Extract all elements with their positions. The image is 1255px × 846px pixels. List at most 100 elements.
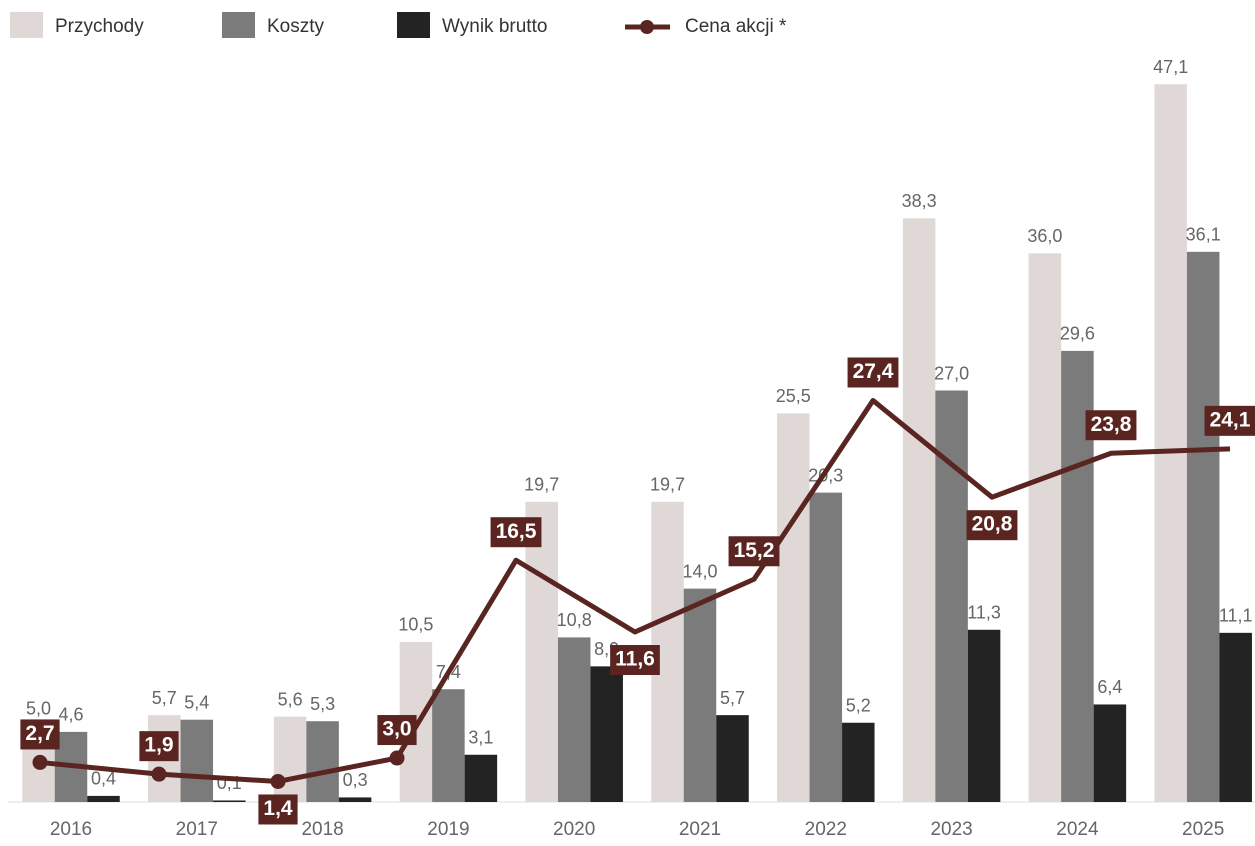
data-label-box xyxy=(1085,410,1137,441)
data-label-box xyxy=(1204,405,1255,436)
value-label: 11,3 xyxy=(967,603,1001,623)
legend-swatch xyxy=(397,12,430,38)
data-label: 24,1 xyxy=(1204,405,1255,436)
bar xyxy=(180,719,214,802)
bar xyxy=(213,800,246,802)
bar xyxy=(683,588,717,802)
marker xyxy=(270,773,286,789)
value-label: 38,3 xyxy=(902,191,937,211)
bar xyxy=(902,218,936,803)
data-label: 16,5 xyxy=(490,517,542,548)
value-label: 0,3 xyxy=(343,770,368,790)
data-label: 23,8 xyxy=(1085,410,1137,441)
value-label: 5,6 xyxy=(278,689,303,709)
value-label: 47,1 xyxy=(1153,57,1188,77)
data-label: 27,4 xyxy=(847,357,899,388)
marker xyxy=(32,754,48,770)
data-label-text: 16,5 xyxy=(496,520,537,543)
x-tick-label: 2017 xyxy=(176,819,218,840)
bar xyxy=(557,637,591,802)
data-label: 15,2 xyxy=(728,536,780,567)
bar xyxy=(809,492,843,802)
data-label-text: 20,8 xyxy=(972,513,1013,536)
value-label: 27,0 xyxy=(934,363,969,383)
data-label-box xyxy=(139,731,179,762)
bar xyxy=(842,722,875,802)
bar xyxy=(338,797,372,802)
bar xyxy=(87,795,120,802)
bar xyxy=(1219,632,1252,802)
x-tick-label: 2018 xyxy=(301,819,343,840)
data-label-text: 23,8 xyxy=(1091,413,1132,436)
value-label: 0,4 xyxy=(91,769,116,789)
x-tick-label: 2022 xyxy=(805,819,847,840)
value-label: 5,4 xyxy=(184,692,209,712)
value-label: 19,7 xyxy=(650,475,685,495)
value-label: 4,6 xyxy=(58,705,83,725)
data-label-text: 11,6 xyxy=(615,648,655,671)
value-label: 10,5 xyxy=(398,615,433,635)
x-tick-label: 2021 xyxy=(679,819,721,840)
value-label: 5,2 xyxy=(846,696,871,716)
value-label: 5,7 xyxy=(152,688,177,708)
legend-swatch xyxy=(222,12,255,38)
value-label: 6,4 xyxy=(1097,677,1122,697)
legend-label: Wynik brutto xyxy=(442,16,547,37)
x-tick-label: 2023 xyxy=(930,819,972,840)
bar xyxy=(464,754,498,802)
data-label-text: 2,7 xyxy=(25,722,54,745)
data-label: 11,6 xyxy=(610,645,660,676)
bar xyxy=(306,721,339,802)
value-label: 5,3 xyxy=(310,694,335,714)
value-label: 19,7 xyxy=(524,475,559,495)
data-label-box xyxy=(966,510,1018,541)
bar xyxy=(777,413,810,802)
data-label-text: 24,1 xyxy=(1210,408,1251,431)
bar xyxy=(967,629,1001,802)
bar xyxy=(432,689,465,802)
data-label-text: 15,2 xyxy=(734,539,775,562)
x-tick-label: 2025 xyxy=(1182,819,1224,840)
data-label: 1,9 xyxy=(139,731,179,762)
data-label-box xyxy=(610,645,660,676)
data-label-text: 1,9 xyxy=(144,734,173,757)
legend-label: Koszty xyxy=(267,16,325,37)
value-label: 5,0 xyxy=(26,699,51,719)
value-label: 10,8 xyxy=(557,610,592,630)
bar xyxy=(1154,84,1187,803)
value-label: 25,5 xyxy=(776,386,811,406)
data-label-box xyxy=(258,794,298,825)
x-tick-label: 2020 xyxy=(553,819,595,840)
bar xyxy=(1028,253,1062,803)
bar xyxy=(716,715,749,802)
value-label: 29,6 xyxy=(1060,324,1095,344)
bar xyxy=(273,716,307,802)
value-label: 14,0 xyxy=(682,561,717,581)
data-label-box xyxy=(847,357,899,388)
data-label: 1,4 xyxy=(258,794,298,825)
data-label: 20,8 xyxy=(966,510,1018,541)
data-label: 2,7 xyxy=(20,719,60,750)
value-label: 11,1 xyxy=(1219,606,1253,626)
bar xyxy=(590,666,623,802)
bar xyxy=(1186,251,1220,802)
data-label-text: 27,4 xyxy=(853,360,894,383)
x-tick-label: 2016 xyxy=(50,819,92,840)
legend-label: Cena akcji * xyxy=(685,16,787,37)
legend-label: Przychody xyxy=(55,16,144,37)
data-label-text: 3,0 xyxy=(382,718,411,741)
data-label-box xyxy=(20,719,60,750)
value-label: 5,7 xyxy=(720,688,745,708)
data-label-text: 1,4 xyxy=(263,797,293,820)
data-label-box xyxy=(377,715,417,746)
data-label-box xyxy=(490,517,542,548)
marker xyxy=(389,750,405,766)
value-label: 3,1 xyxy=(468,728,493,748)
legend-marker xyxy=(640,20,654,34)
bar xyxy=(525,501,558,802)
marker xyxy=(151,766,167,782)
bar xyxy=(935,390,968,802)
x-tick-label: 2019 xyxy=(427,819,469,840)
data-label: 3,0 xyxy=(377,715,417,746)
